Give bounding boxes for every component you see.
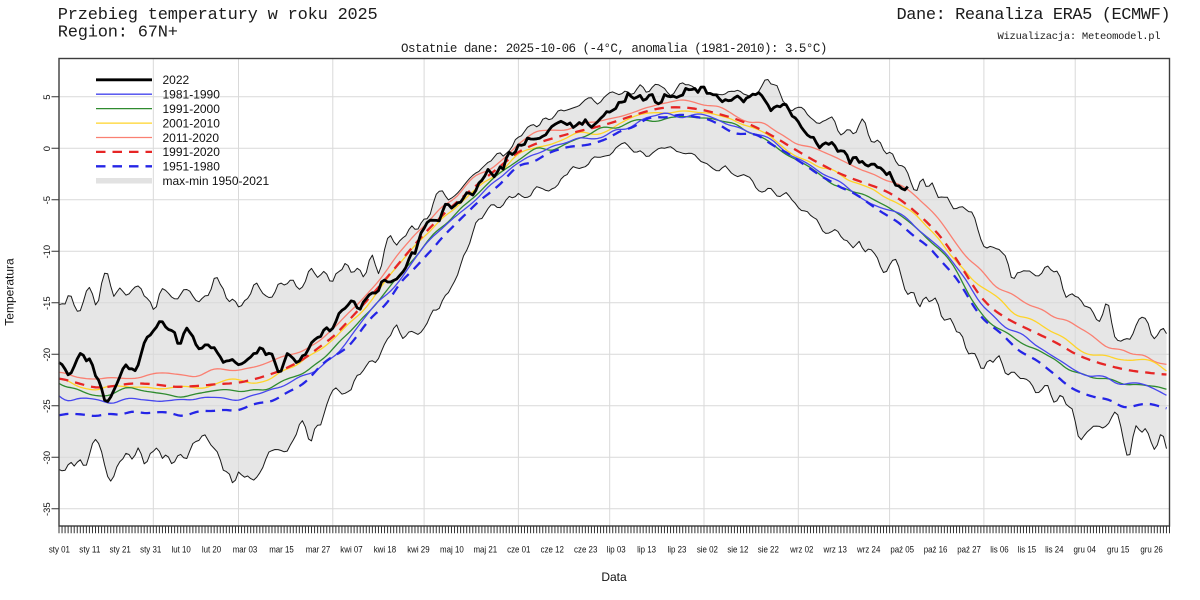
svg-text:gru 04: gru 04 bbox=[1074, 543, 1096, 554]
svg-text:wrz 13: wrz 13 bbox=[823, 543, 847, 554]
svg-text:1951-1980: 1951-1980 bbox=[163, 160, 221, 174]
svg-text:5: 5 bbox=[41, 95, 52, 100]
svg-text:-35: -35 bbox=[41, 502, 52, 516]
svg-text:sie 22: sie 22 bbox=[758, 543, 779, 554]
svg-text:lut 20: lut 20 bbox=[202, 543, 221, 554]
svg-text:2022: 2022 bbox=[163, 73, 190, 87]
svg-text:1991-2020: 1991-2020 bbox=[163, 145, 221, 159]
svg-text:Dane: Reanaliza ERA5 (ECMWF): Dane: Reanaliza ERA5 (ECMWF) bbox=[897, 6, 1171, 25]
svg-text:2011-2020: 2011-2020 bbox=[163, 131, 220, 145]
svg-text:-5: -5 bbox=[41, 196, 52, 204]
svg-text:lis 06: lis 06 bbox=[990, 543, 1008, 554]
svg-text:-20: -20 bbox=[41, 348, 52, 362]
svg-text:sty 01: sty 01 bbox=[49, 543, 70, 554]
svg-text:2001-2010: 2001-2010 bbox=[163, 116, 221, 130]
svg-text:kwi 07: kwi 07 bbox=[340, 543, 362, 554]
svg-text:lis 15: lis 15 bbox=[1018, 543, 1036, 554]
svg-text:mar 27: mar 27 bbox=[306, 543, 331, 554]
svg-text:kwi 18: kwi 18 bbox=[374, 543, 396, 554]
svg-text:max-min 1950-2021: max-min 1950-2021 bbox=[163, 174, 270, 188]
svg-text:0: 0 bbox=[41, 146, 52, 151]
svg-text:sty 31: sty 31 bbox=[140, 543, 161, 554]
svg-text:Ostatnie dane: 2025-10-06 (-4°: Ostatnie dane: 2025-10-06 (-4°C, anomali… bbox=[401, 42, 827, 56]
svg-text:paź 27: paź 27 bbox=[957, 543, 981, 554]
svg-text:sty 21: sty 21 bbox=[110, 543, 131, 554]
svg-text:-10: -10 bbox=[41, 245, 52, 259]
svg-text:cze 23: cze 23 bbox=[574, 543, 597, 554]
svg-text:kwi 29: kwi 29 bbox=[407, 543, 429, 554]
svg-text:cze 12: cze 12 bbox=[541, 543, 564, 554]
svg-text:mar 03: mar 03 bbox=[233, 543, 258, 554]
svg-text:lis 24: lis 24 bbox=[1045, 543, 1063, 554]
svg-text:maj 10: maj 10 bbox=[440, 543, 464, 554]
svg-text:sty 11: sty 11 bbox=[79, 543, 100, 554]
svg-text:Przebieg temperatury w roku 20: Przebieg temperatury w roku 2025 bbox=[58, 6, 378, 25]
svg-text:wrz 24: wrz 24 bbox=[856, 543, 880, 554]
svg-text:lip 13: lip 13 bbox=[637, 543, 656, 554]
svg-text:-25: -25 bbox=[41, 399, 52, 413]
svg-text:Wizualizacja: Meteomodel.pl: Wizualizacja: Meteomodel.pl bbox=[998, 31, 1161, 43]
svg-text:1991-2000: 1991-2000 bbox=[163, 102, 221, 116]
svg-text:cze 01: cze 01 bbox=[507, 543, 530, 554]
svg-text:Temperatura: Temperatura bbox=[3, 258, 17, 326]
svg-text:mar 15: mar 15 bbox=[269, 543, 294, 554]
svg-text:lip 23: lip 23 bbox=[668, 543, 687, 554]
svg-text:wrz 02: wrz 02 bbox=[789, 543, 813, 554]
svg-text:1981-1990: 1981-1990 bbox=[163, 88, 221, 102]
svg-text:paź 16: paź 16 bbox=[924, 543, 948, 554]
svg-text:paź 05: paź 05 bbox=[890, 543, 914, 554]
svg-text:maj 21: maj 21 bbox=[473, 543, 497, 554]
svg-text:lut 10: lut 10 bbox=[171, 543, 190, 554]
svg-text:gru 15: gru 15 bbox=[1107, 543, 1129, 554]
svg-text:Region: 67N+: Region: 67N+ bbox=[58, 23, 178, 42]
svg-text:-30: -30 bbox=[41, 451, 52, 465]
svg-text:sie 02: sie 02 bbox=[697, 543, 718, 554]
svg-text:Data: Data bbox=[601, 570, 627, 584]
svg-text:gru 26: gru 26 bbox=[1140, 543, 1162, 554]
svg-text:lip 03: lip 03 bbox=[607, 543, 626, 554]
svg-text:sie 12: sie 12 bbox=[727, 543, 748, 554]
svg-text:-15: -15 bbox=[41, 296, 52, 310]
